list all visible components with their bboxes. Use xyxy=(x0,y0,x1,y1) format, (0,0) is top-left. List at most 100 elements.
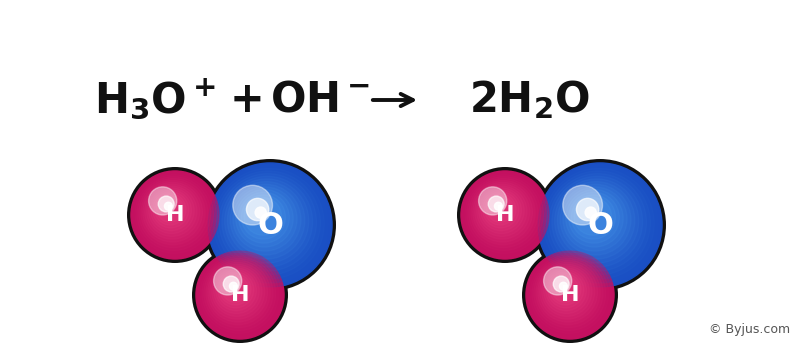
Circle shape xyxy=(457,167,553,263)
Text: H: H xyxy=(561,285,579,305)
Circle shape xyxy=(546,270,586,311)
Circle shape xyxy=(139,178,208,248)
Circle shape xyxy=(526,251,614,339)
Circle shape xyxy=(540,264,594,319)
Text: $\mathbf{+}$: $\mathbf{+}$ xyxy=(229,79,261,121)
Circle shape xyxy=(157,196,183,222)
Circle shape xyxy=(546,171,650,275)
Circle shape xyxy=(530,255,609,333)
Circle shape xyxy=(238,192,290,243)
Circle shape xyxy=(133,173,216,256)
Circle shape xyxy=(196,251,284,339)
Circle shape xyxy=(534,159,666,291)
Circle shape xyxy=(463,173,546,256)
Circle shape xyxy=(214,168,324,279)
Circle shape xyxy=(244,197,282,235)
Circle shape xyxy=(541,166,658,283)
Text: O: O xyxy=(257,210,283,239)
Circle shape xyxy=(222,275,248,302)
Circle shape xyxy=(544,268,590,314)
Circle shape xyxy=(571,195,615,239)
Circle shape xyxy=(214,267,242,295)
Circle shape xyxy=(200,255,278,333)
Circle shape xyxy=(216,171,320,275)
Circle shape xyxy=(552,176,642,267)
Circle shape xyxy=(534,259,603,328)
Circle shape xyxy=(227,182,305,259)
Circle shape xyxy=(230,184,301,255)
Circle shape xyxy=(559,282,567,290)
Circle shape xyxy=(210,166,328,283)
Circle shape xyxy=(153,192,189,228)
Circle shape xyxy=(574,197,612,235)
Circle shape xyxy=(219,174,317,271)
Circle shape xyxy=(482,192,518,228)
Circle shape xyxy=(526,251,614,339)
Circle shape xyxy=(219,274,251,305)
Circle shape xyxy=(551,275,578,302)
Circle shape xyxy=(485,194,516,225)
Circle shape xyxy=(206,260,270,325)
Circle shape xyxy=(149,187,177,215)
Circle shape xyxy=(146,186,197,236)
Text: NEUTRALIZATION: NEUTRALIZATION xyxy=(218,9,582,45)
Circle shape xyxy=(548,272,584,308)
Circle shape xyxy=(131,171,219,259)
Circle shape xyxy=(131,171,219,259)
Text: H: H xyxy=(166,205,184,225)
Circle shape xyxy=(563,187,627,251)
Circle shape xyxy=(536,260,600,325)
Circle shape xyxy=(149,188,194,233)
Circle shape xyxy=(212,266,262,316)
Circle shape xyxy=(542,266,592,316)
Circle shape xyxy=(477,186,527,236)
Circle shape xyxy=(562,185,602,225)
Circle shape xyxy=(233,187,297,251)
Circle shape xyxy=(202,257,276,330)
Circle shape xyxy=(577,198,598,220)
Circle shape xyxy=(543,168,654,279)
Circle shape xyxy=(230,282,238,290)
Circle shape xyxy=(225,179,309,263)
Circle shape xyxy=(158,196,174,212)
Circle shape xyxy=(465,175,543,253)
Circle shape xyxy=(469,178,538,248)
Text: O: O xyxy=(587,210,613,239)
Circle shape xyxy=(137,177,210,251)
Text: $\mathbf{OH^-}$: $\mathbf{OH^-}$ xyxy=(270,79,370,121)
Circle shape xyxy=(558,182,635,259)
Circle shape xyxy=(538,163,662,287)
Circle shape xyxy=(478,187,506,215)
Circle shape xyxy=(154,194,186,225)
Circle shape xyxy=(208,262,267,322)
Circle shape xyxy=(204,159,336,291)
Circle shape xyxy=(471,181,535,245)
Circle shape xyxy=(255,207,266,218)
Circle shape xyxy=(165,202,172,210)
Circle shape xyxy=(486,196,514,222)
Circle shape xyxy=(560,184,631,255)
Circle shape xyxy=(554,179,638,263)
Circle shape xyxy=(528,253,611,336)
Text: $\mathbf{2H_2O}$: $\mathbf{2H_2O}$ xyxy=(470,78,590,121)
Circle shape xyxy=(142,182,202,242)
Circle shape xyxy=(222,176,313,267)
Circle shape xyxy=(223,276,239,292)
Circle shape xyxy=(488,196,504,212)
Circle shape xyxy=(467,177,541,251)
Circle shape xyxy=(494,202,502,210)
Text: H: H xyxy=(496,205,514,225)
Circle shape xyxy=(218,272,254,308)
Circle shape xyxy=(549,174,646,271)
Circle shape xyxy=(461,171,549,259)
Circle shape xyxy=(208,163,332,287)
Circle shape xyxy=(474,184,530,239)
Circle shape xyxy=(233,185,273,225)
Circle shape xyxy=(214,268,259,314)
Circle shape xyxy=(216,270,257,311)
Circle shape xyxy=(550,274,581,305)
Circle shape xyxy=(478,188,524,233)
Circle shape xyxy=(141,181,206,245)
Circle shape xyxy=(208,163,332,287)
Circle shape xyxy=(569,192,619,243)
